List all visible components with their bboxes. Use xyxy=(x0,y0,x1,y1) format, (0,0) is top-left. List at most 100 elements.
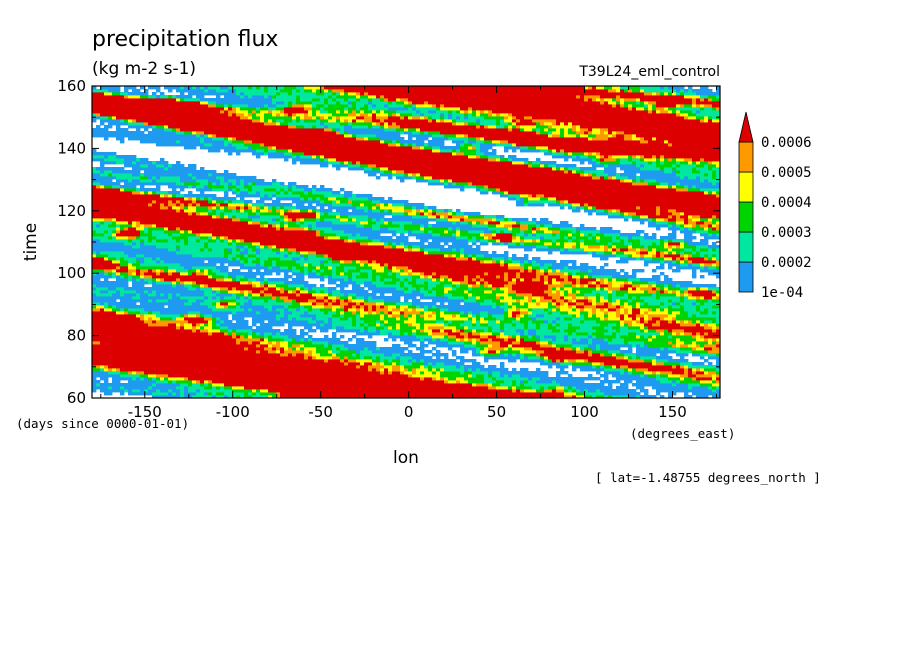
field-cell xyxy=(284,359,288,362)
field-cell xyxy=(92,389,96,392)
field-cell xyxy=(292,332,296,335)
field-cell xyxy=(360,332,364,335)
field-cell xyxy=(232,377,236,380)
field-cell xyxy=(240,356,244,359)
field-cell xyxy=(252,329,256,332)
field-cell xyxy=(248,353,252,356)
field-cell xyxy=(172,353,176,356)
field-cell xyxy=(280,386,284,389)
field-cell xyxy=(364,326,368,329)
field-cell xyxy=(236,386,240,389)
field-cell xyxy=(636,386,640,389)
field-cell xyxy=(620,332,624,335)
field-cell xyxy=(160,338,164,341)
field-cell xyxy=(252,377,256,380)
field-cell xyxy=(320,338,324,341)
field-cell xyxy=(588,332,592,335)
field-cell xyxy=(424,374,428,377)
field-cell xyxy=(104,347,108,350)
field-cell xyxy=(408,368,412,371)
field-cell xyxy=(172,371,176,374)
field-cell xyxy=(500,335,504,338)
field-cell xyxy=(516,350,520,353)
field-cell xyxy=(196,389,200,392)
field-cell xyxy=(684,380,688,383)
field-cell xyxy=(100,383,104,386)
field-cell xyxy=(536,383,540,386)
field-cell xyxy=(424,356,428,359)
field-cell xyxy=(528,374,532,377)
field-cell xyxy=(144,344,148,347)
field-cell xyxy=(92,341,96,344)
field-cell xyxy=(300,335,304,338)
field-cell xyxy=(188,380,192,383)
field-cell xyxy=(368,341,372,344)
field-cell xyxy=(544,389,548,392)
field-cell xyxy=(668,347,672,350)
field-cell xyxy=(176,386,180,389)
field-cell xyxy=(364,362,368,365)
field-cell xyxy=(336,338,340,341)
field-cell xyxy=(368,329,372,332)
field-cell xyxy=(452,353,456,356)
field-cell xyxy=(164,329,168,332)
field-cell xyxy=(584,353,588,356)
field-cell xyxy=(180,326,184,329)
field-cell xyxy=(124,338,128,341)
field-cell xyxy=(140,335,144,338)
field-cell xyxy=(144,338,148,341)
field-cell xyxy=(708,356,712,359)
field-cell xyxy=(304,326,308,329)
field-cell xyxy=(444,341,448,344)
field-cell xyxy=(260,380,264,383)
field-cell xyxy=(468,338,472,341)
field-cell xyxy=(568,341,572,344)
field-cell xyxy=(200,326,204,329)
field-cell xyxy=(312,353,316,356)
field-cell xyxy=(548,335,552,338)
field-cell xyxy=(316,353,320,356)
field-cell xyxy=(708,383,712,386)
field-cell xyxy=(392,362,396,365)
field-cell xyxy=(676,359,680,362)
field-cell xyxy=(656,347,660,350)
field-cell xyxy=(392,365,396,368)
field-cell xyxy=(288,380,292,383)
field-cell xyxy=(312,350,316,353)
field-cell xyxy=(428,389,432,392)
field-cell xyxy=(512,338,516,341)
field-cell xyxy=(484,356,488,359)
field-cell xyxy=(180,392,184,395)
field-cell xyxy=(172,338,176,341)
field-cell xyxy=(240,389,244,392)
field-cell xyxy=(568,350,572,353)
field-cell xyxy=(420,338,424,341)
field-cell xyxy=(384,362,388,365)
field-cell xyxy=(608,365,612,368)
field-cell xyxy=(668,344,672,347)
field-cell xyxy=(140,377,144,380)
field-cell xyxy=(480,350,484,353)
field-cell xyxy=(424,383,428,386)
field-cell xyxy=(232,332,236,335)
field-cell xyxy=(460,356,464,359)
field-cell xyxy=(508,329,512,332)
field-cell xyxy=(652,350,656,353)
field-cell xyxy=(488,329,492,332)
field-cell xyxy=(440,326,444,329)
field-cell xyxy=(180,356,184,359)
field-cell xyxy=(136,359,140,362)
field-cell xyxy=(684,338,688,341)
field-cell xyxy=(260,341,264,344)
field-cell xyxy=(476,329,480,332)
field-cell xyxy=(684,365,688,368)
field-cell xyxy=(480,392,484,395)
field-cell xyxy=(292,383,296,386)
field-cell xyxy=(472,335,476,338)
field-cell xyxy=(640,356,644,359)
field-cell xyxy=(220,362,224,365)
field-cell xyxy=(672,347,676,350)
field-cell xyxy=(676,344,680,347)
field-cell xyxy=(160,356,164,359)
field-cell xyxy=(236,365,240,368)
